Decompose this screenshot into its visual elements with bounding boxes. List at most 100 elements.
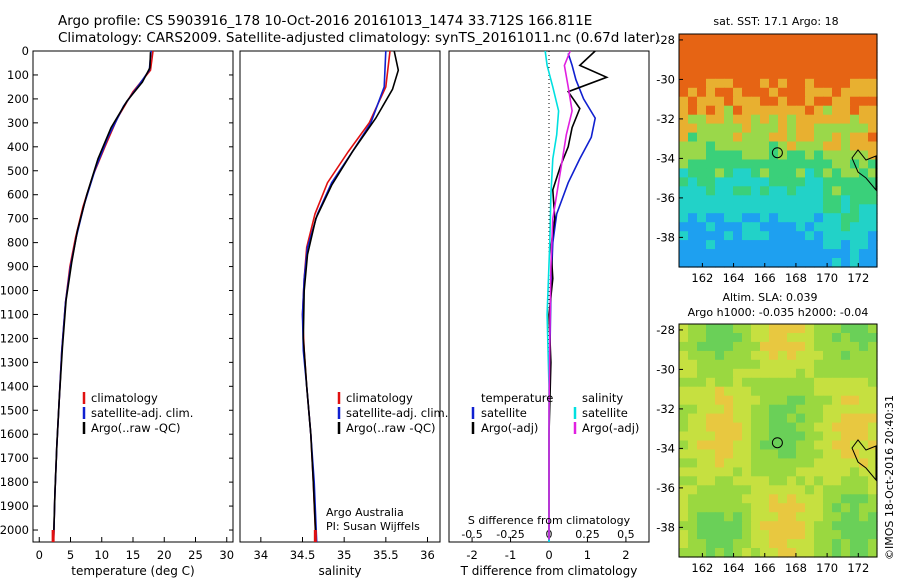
- sst-coastline: [851, 149, 877, 192]
- map-cell: [823, 123, 833, 134]
- map-cell: [850, 186, 860, 196]
- map-cell: [751, 404, 761, 415]
- map-cell: [859, 494, 869, 504]
- map-cell: [769, 240, 779, 250]
- map-cell: [787, 530, 797, 540]
- map-cell: [823, 69, 833, 80]
- map-cell: [859, 87, 869, 98]
- map-cell: [733, 521, 743, 531]
- map-cell: [778, 34, 788, 44]
- map-cell: [769, 324, 779, 334]
- map-cell: [868, 530, 878, 540]
- map-cell: [688, 34, 698, 44]
- map-cell: [823, 204, 833, 214]
- map-cell: [688, 60, 698, 71]
- map-cell: [796, 150, 806, 161]
- map-cell: [850, 359, 860, 370]
- map-cell: [724, 123, 734, 134]
- map-cell: [769, 69, 779, 80]
- map-cell: [679, 386, 689, 397]
- map-cell: [787, 159, 797, 170]
- map-cell: [715, 78, 725, 89]
- map-cell: [688, 440, 698, 451]
- map-y-tick-label: -36: [656, 481, 675, 495]
- map-y-tick-label: -28: [656, 33, 675, 47]
- map-cell: [832, 413, 842, 424]
- map-cell: [679, 494, 689, 504]
- map-cell: [688, 204, 698, 214]
- map-cell: [706, 503, 716, 513]
- map-cell: [679, 43, 689, 53]
- map-cell: [850, 395, 860, 406]
- map-cell: [787, 485, 797, 495]
- map-cell: [751, 359, 761, 370]
- map-cell: [814, 440, 824, 451]
- map-cell: [841, 249, 851, 259]
- map-cell: [823, 539, 833, 549]
- depth-tick-label: 2000: [0, 523, 29, 537]
- map-cell: [850, 43, 860, 53]
- map-cell: [805, 324, 815, 334]
- map-cell: [706, 539, 716, 549]
- map-cell: [733, 222, 743, 232]
- map-cell: [823, 213, 833, 223]
- difference-s-label: S difference from climatology: [468, 514, 631, 527]
- map-cell: [688, 521, 698, 531]
- map-cell: [805, 485, 815, 495]
- map-cell: [751, 431, 761, 442]
- map-cell: [715, 87, 725, 98]
- map-cell: [859, 213, 869, 223]
- map-cell: [868, 177, 878, 187]
- salinity-xlabel: salinity: [318, 564, 361, 578]
- map-cell: [868, 485, 878, 495]
- map-cell: [823, 150, 833, 161]
- map-cell: [724, 521, 734, 531]
- map-cell: [814, 204, 824, 214]
- map-cell: [733, 539, 743, 549]
- map-cell: [751, 78, 761, 89]
- map-cell: [679, 96, 689, 107]
- map-cell: [859, 521, 869, 531]
- map-cell: [841, 231, 851, 241]
- map-cell: [751, 87, 761, 98]
- map-cell: [787, 105, 797, 116]
- map-cell: [868, 204, 878, 214]
- map-cell: [778, 494, 788, 504]
- map-cell: [850, 521, 860, 531]
- map-cell: [733, 168, 743, 178]
- x-tick-label: 36: [420, 548, 435, 562]
- map-cell: [706, 51, 716, 62]
- map-cell: [769, 377, 779, 388]
- map-cell: [751, 333, 761, 343]
- map-cell: [697, 467, 707, 477]
- map-cell: [697, 34, 707, 44]
- map-cell: [742, 458, 752, 468]
- x-tick-label: -2: [466, 548, 477, 562]
- map-cell: [859, 168, 869, 178]
- map-cell: [715, 539, 725, 549]
- map-cell: [697, 512, 707, 522]
- map-cell: [832, 449, 842, 460]
- map-cell: [868, 51, 878, 62]
- sla-map-subtitle: Argo h1000: -0.035 h2000: -0.04: [688, 306, 869, 319]
- map-cell: [769, 539, 779, 549]
- x-tick-label: 25: [188, 548, 203, 562]
- map-cell: [715, 177, 725, 187]
- map-cell: [832, 141, 842, 152]
- depth-tick-label: 700: [7, 212, 29, 226]
- map-cell: [850, 467, 860, 477]
- map-cell: [742, 395, 752, 406]
- map-cell: [760, 521, 770, 531]
- map-cell: [832, 159, 842, 170]
- map-cell: [823, 87, 833, 98]
- map-cell: [823, 51, 833, 62]
- map-cell: [760, 404, 770, 415]
- map-cell: [805, 114, 815, 125]
- map-cell: [859, 114, 869, 125]
- map-cell: [679, 368, 689, 379]
- map-cell: [706, 43, 716, 53]
- map-cell: [679, 114, 689, 125]
- map-cell: [715, 195, 725, 205]
- map-cell: [778, 548, 788, 558]
- map-cell: [724, 431, 734, 442]
